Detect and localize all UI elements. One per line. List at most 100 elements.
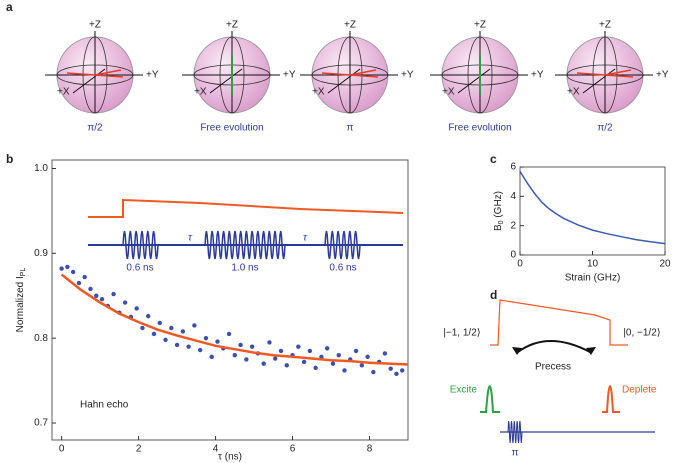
data-point [232, 352, 238, 358]
panel-label: a [6, 0, 13, 14]
x-tick-label: 10 [587, 259, 599, 270]
data-point [134, 306, 139, 311]
data-point [186, 344, 191, 349]
sequence-label: 0.6 ns [126, 263, 153, 274]
data-point [111, 291, 116, 297]
pulse-label: π [512, 448, 519, 459]
precess-arrow [517, 340, 591, 353]
deplete-label: Deplete [622, 385, 657, 396]
y-label-part: B [493, 224, 504, 231]
data-point [267, 340, 272, 345]
data-point [244, 357, 249, 362]
axis-label: +Y [656, 70, 669, 81]
spin-vector [576, 72, 606, 76]
data-point [197, 347, 203, 353]
data-point [203, 335, 209, 341]
data-point [301, 359, 307, 365]
state-label: |−1, 1/2⟩ [443, 328, 480, 339]
data-point [82, 274, 87, 280]
y-axis-label: Normalized IPL [15, 268, 28, 333]
y-tick-label: 2 [510, 220, 516, 231]
data-point [140, 325, 145, 331]
caption: π [347, 123, 354, 134]
axis-label: +Y [531, 70, 544, 81]
caption: π/2 [87, 123, 103, 134]
y-tick-label: 0 [510, 250, 516, 261]
data-point [330, 361, 336, 366]
y-tick-label: 1.0 [34, 163, 48, 174]
axis-label: +Z [474, 20, 486, 31]
data-point [238, 342, 243, 348]
data-point [388, 366, 393, 371]
data-point [94, 293, 99, 298]
x-axis [327, 68, 361, 94]
axis-label: +X [312, 87, 325, 98]
data-point [169, 325, 174, 331]
data-point [174, 342, 180, 348]
state-label: |0, −1/2⟩ [623, 328, 660, 339]
deplete-pulse [602, 385, 620, 413]
precess-label: Precess [535, 362, 571, 373]
data-point [324, 346, 330, 351]
excitation-trace [88, 198, 404, 218]
x-axis [209, 68, 243, 94]
x-tick-label: 20 [659, 259, 671, 270]
x-axis [72, 68, 106, 94]
y-label-part: Normalized I [15, 276, 26, 332]
x-tick-label: 0 [59, 444, 65, 455]
data-point [273, 356, 278, 361]
data-point [209, 354, 214, 360]
spin-vector [604, 74, 634, 78]
data-point [342, 368, 347, 373]
x-tick-label: 0 [517, 259, 523, 270]
pulse [204, 230, 286, 260]
data-point [278, 348, 284, 354]
data-point [59, 266, 64, 271]
spin-vector [321, 72, 351, 76]
data-point [371, 369, 376, 375]
sequence-label: 0.6 ns [329, 263, 356, 274]
data-point [307, 348, 313, 354]
data-point [88, 286, 93, 292]
sequence-label: 1.0 ns [231, 263, 258, 274]
data-point [296, 344, 301, 349]
axis-label: +Y [401, 70, 414, 81]
spin-vector [94, 69, 122, 76]
data-point [284, 363, 289, 368]
x-tick-label: 6 [290, 444, 296, 455]
annotation: Hahn echo [80, 400, 129, 411]
y-label-part: PL [20, 268, 27, 277]
data-point [65, 264, 70, 270]
pulses [122, 230, 361, 260]
axis-label: +X [57, 87, 70, 98]
data-point [365, 354, 370, 360]
data-point [180, 329, 186, 334]
data-point [313, 365, 318, 371]
x-axis [457, 68, 491, 94]
y-tick-label: 6 [510, 162, 516, 173]
caption: Free evolution [200, 123, 263, 134]
state-trace [490, 299, 628, 346]
data-point [394, 371, 399, 377]
data-point [70, 269, 76, 275]
axis-label: +Z [344, 20, 356, 31]
x-axis-label: τ (ns) [218, 452, 242, 463]
sequence-label: τ [188, 233, 193, 244]
sequence-label: τ [303, 233, 308, 244]
axis-label: +Z [89, 20, 101, 31]
data-point [226, 331, 232, 337]
spin-vector [66, 72, 96, 76]
caption: Free evolution [448, 123, 511, 134]
axis-label: +X [567, 87, 580, 98]
data-point [382, 351, 388, 356]
axis-label: +X [442, 87, 455, 98]
data-point [146, 313, 151, 319]
data-point [151, 331, 157, 337]
y-tick-label: 4 [510, 191, 516, 202]
strain-curve [519, 171, 666, 245]
data-point [99, 296, 105, 302]
excite-pulse [480, 385, 500, 413]
data-point [261, 361, 266, 366]
x-tick-label: 8 [367, 444, 373, 455]
excite-label: Excite [450, 385, 478, 396]
